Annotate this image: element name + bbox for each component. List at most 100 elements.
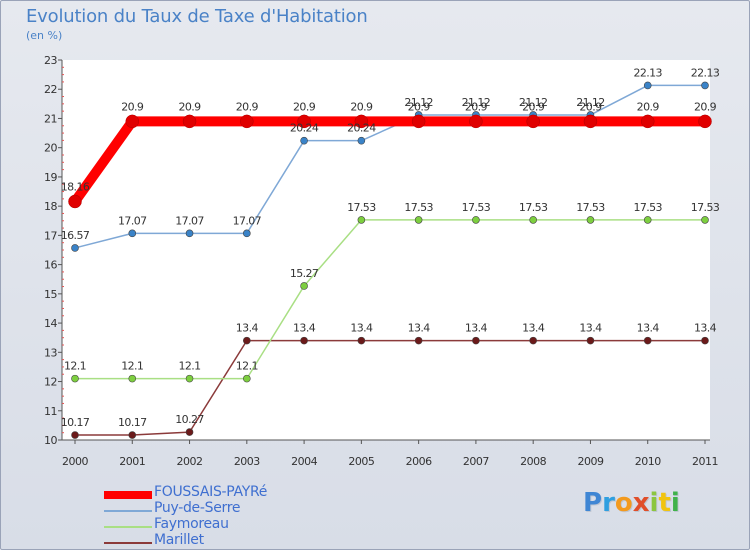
data-point-foussais-payr <box>698 114 712 129</box>
y-tick-label: 23 <box>44 54 57 67</box>
data-point-faymoreau <box>128 374 137 383</box>
data-point-foussais-payr <box>297 114 311 129</box>
x-tick-label: 2008 <box>520 455 546 468</box>
data-label-marillet: 13.4 <box>465 322 488 335</box>
data-point-puy-de-serre <box>701 81 709 90</box>
legend-swatch-marillet <box>104 542 152 544</box>
y-axis-unit: (en %) <box>26 29 63 42</box>
data-label-foussais-payr: 18.16 <box>61 180 90 193</box>
data-label-puy-de-serre: 21.12 <box>576 96 605 109</box>
data-label-faymoreau: 12.1 <box>121 360 143 373</box>
data-point-marillet <box>300 336 308 345</box>
data-point-foussais-payr <box>583 114 598 129</box>
data-label-marillet: 10.17 <box>61 416 90 429</box>
data-label-foussais-payr: 20.9 <box>121 100 144 113</box>
x-tick-label: 2007 <box>463 455 489 468</box>
y-tick-label: 14 <box>44 317 57 330</box>
data-label-puy-de-serre: 17.07 <box>175 214 204 227</box>
x-tick-label: 2003 <box>234 455 260 468</box>
legend-label-faymoreau: Faymoreau <box>154 516 229 532</box>
x-tick-label: 2011 <box>692 455 718 468</box>
series-line-foussais-payr <box>70 116 710 207</box>
data-label-faymoreau: 12.1 <box>236 360 258 373</box>
data-label-foussais-payr: 20.9 <box>579 100 602 113</box>
data-label-faymoreau: 17.53 <box>462 201 491 214</box>
legend-swatch-foussais <box>104 491 152 499</box>
data-label-marillet: 13.4 <box>522 322 545 335</box>
proxiti-logo: Proxiti <box>583 488 680 518</box>
data-point-puy-de-serre <box>185 229 194 238</box>
y-tick-label: 19 <box>44 171 57 184</box>
data-point-marillet <box>357 336 366 345</box>
data-label-foussais-payr: 20.9 <box>637 100 660 113</box>
logo-letter: i <box>649 488 659 518</box>
data-point-marillet <box>185 428 194 436</box>
data-point-faymoreau <box>357 216 366 224</box>
data-point-faymoreau <box>643 216 652 224</box>
data-point-foussais-payr <box>469 114 483 129</box>
data-point-marillet <box>586 336 595 345</box>
x-tick-label: 2001 <box>119 455 145 468</box>
y-tick-label: 17 <box>44 229 57 242</box>
y-tick-label: 12 <box>44 376 57 389</box>
data-point-faymoreau <box>701 216 709 224</box>
data-point-puy-de-serre <box>128 229 137 238</box>
logo-letter: o <box>614 488 633 518</box>
data-label-marillet: 13.4 <box>694 322 717 335</box>
data-label-marillet: 13.4 <box>579 322 602 335</box>
data-label-marillet: 13.4 <box>293 322 316 335</box>
data-label-faymoreau: 17.53 <box>633 201 662 214</box>
logo-letter: P <box>583 488 603 518</box>
y-tick-label: 21 <box>44 112 57 125</box>
data-point-foussais-payr <box>526 114 540 129</box>
data-point-foussais-payr <box>182 114 197 129</box>
data-label-marillet: 13.4 <box>408 322 431 335</box>
logo-letter: r <box>602 488 615 518</box>
y-tick-label: 18 <box>44 200 57 213</box>
data-point-marillet <box>472 336 480 345</box>
data-point-puy-de-serre <box>357 136 366 145</box>
data-point-foussais-payr <box>640 114 655 129</box>
data-point-faymoreau <box>586 216 595 224</box>
data-label-marillet: 13.4 <box>236 322 259 335</box>
logo-letter: t <box>658 488 671 518</box>
data-point-faymoreau <box>414 216 423 224</box>
data-point-puy-de-serre <box>243 229 251 238</box>
logo-letter: i <box>670 488 680 518</box>
data-point-faymoreau <box>185 374 194 383</box>
data-label-marillet: 10.17 <box>118 416 147 429</box>
data-label-foussais-payr: 20.9 <box>178 100 201 113</box>
y-tick-label: 11 <box>44 405 57 418</box>
data-label-foussais-payr: 20.9 <box>293 100 316 113</box>
data-point-faymoreau <box>300 282 308 290</box>
data-point-faymoreau <box>529 216 537 224</box>
data-point-foussais-payr <box>354 114 369 129</box>
data-label-foussais-payr: 20.9 <box>350 100 373 113</box>
series-line-puy-de-serre <box>74 84 706 249</box>
x-tick-label: 2005 <box>348 455 374 468</box>
y-tick-label: 16 <box>44 259 57 272</box>
chart-title: Evolution du Taux de Taxe d'Habitation <box>26 6 368 27</box>
data-point-puy-de-serre <box>300 136 308 145</box>
logo-letter: x <box>632 488 650 518</box>
data-point-foussais-payr <box>68 194 82 209</box>
data-label-faymoreau: 17.53 <box>691 201 720 214</box>
data-label-puy-de-serre: 22.13 <box>691 66 720 79</box>
x-tick-label: 2004 <box>291 455 317 468</box>
data-point-puy-de-serre <box>71 244 79 252</box>
data-label-foussais-payr: 20.9 <box>465 100 488 113</box>
legend-swatch-puy-de-serre <box>104 510 152 512</box>
data-point-faymoreau <box>472 216 480 224</box>
data-point-marillet <box>71 431 79 439</box>
data-label-marillet: 13.4 <box>350 322 373 335</box>
data-label-faymoreau: 12.1 <box>64 360 86 373</box>
legend-label-foussais: FOUSSAIS-PAYRé <box>154 484 268 500</box>
data-label-foussais-payr: 20.9 <box>694 100 717 113</box>
data-label-puy-de-serre: 22.13 <box>633 66 662 79</box>
y-tick-label: 20 <box>44 142 57 155</box>
data-point-foussais-payr <box>240 114 254 129</box>
x-tick-label: 2002 <box>177 455 203 468</box>
data-label-puy-de-serre: 16.57 <box>61 229 90 242</box>
data-label-puy-de-serre: 20.24 <box>347 122 376 135</box>
series-line-marillet <box>74 339 706 436</box>
